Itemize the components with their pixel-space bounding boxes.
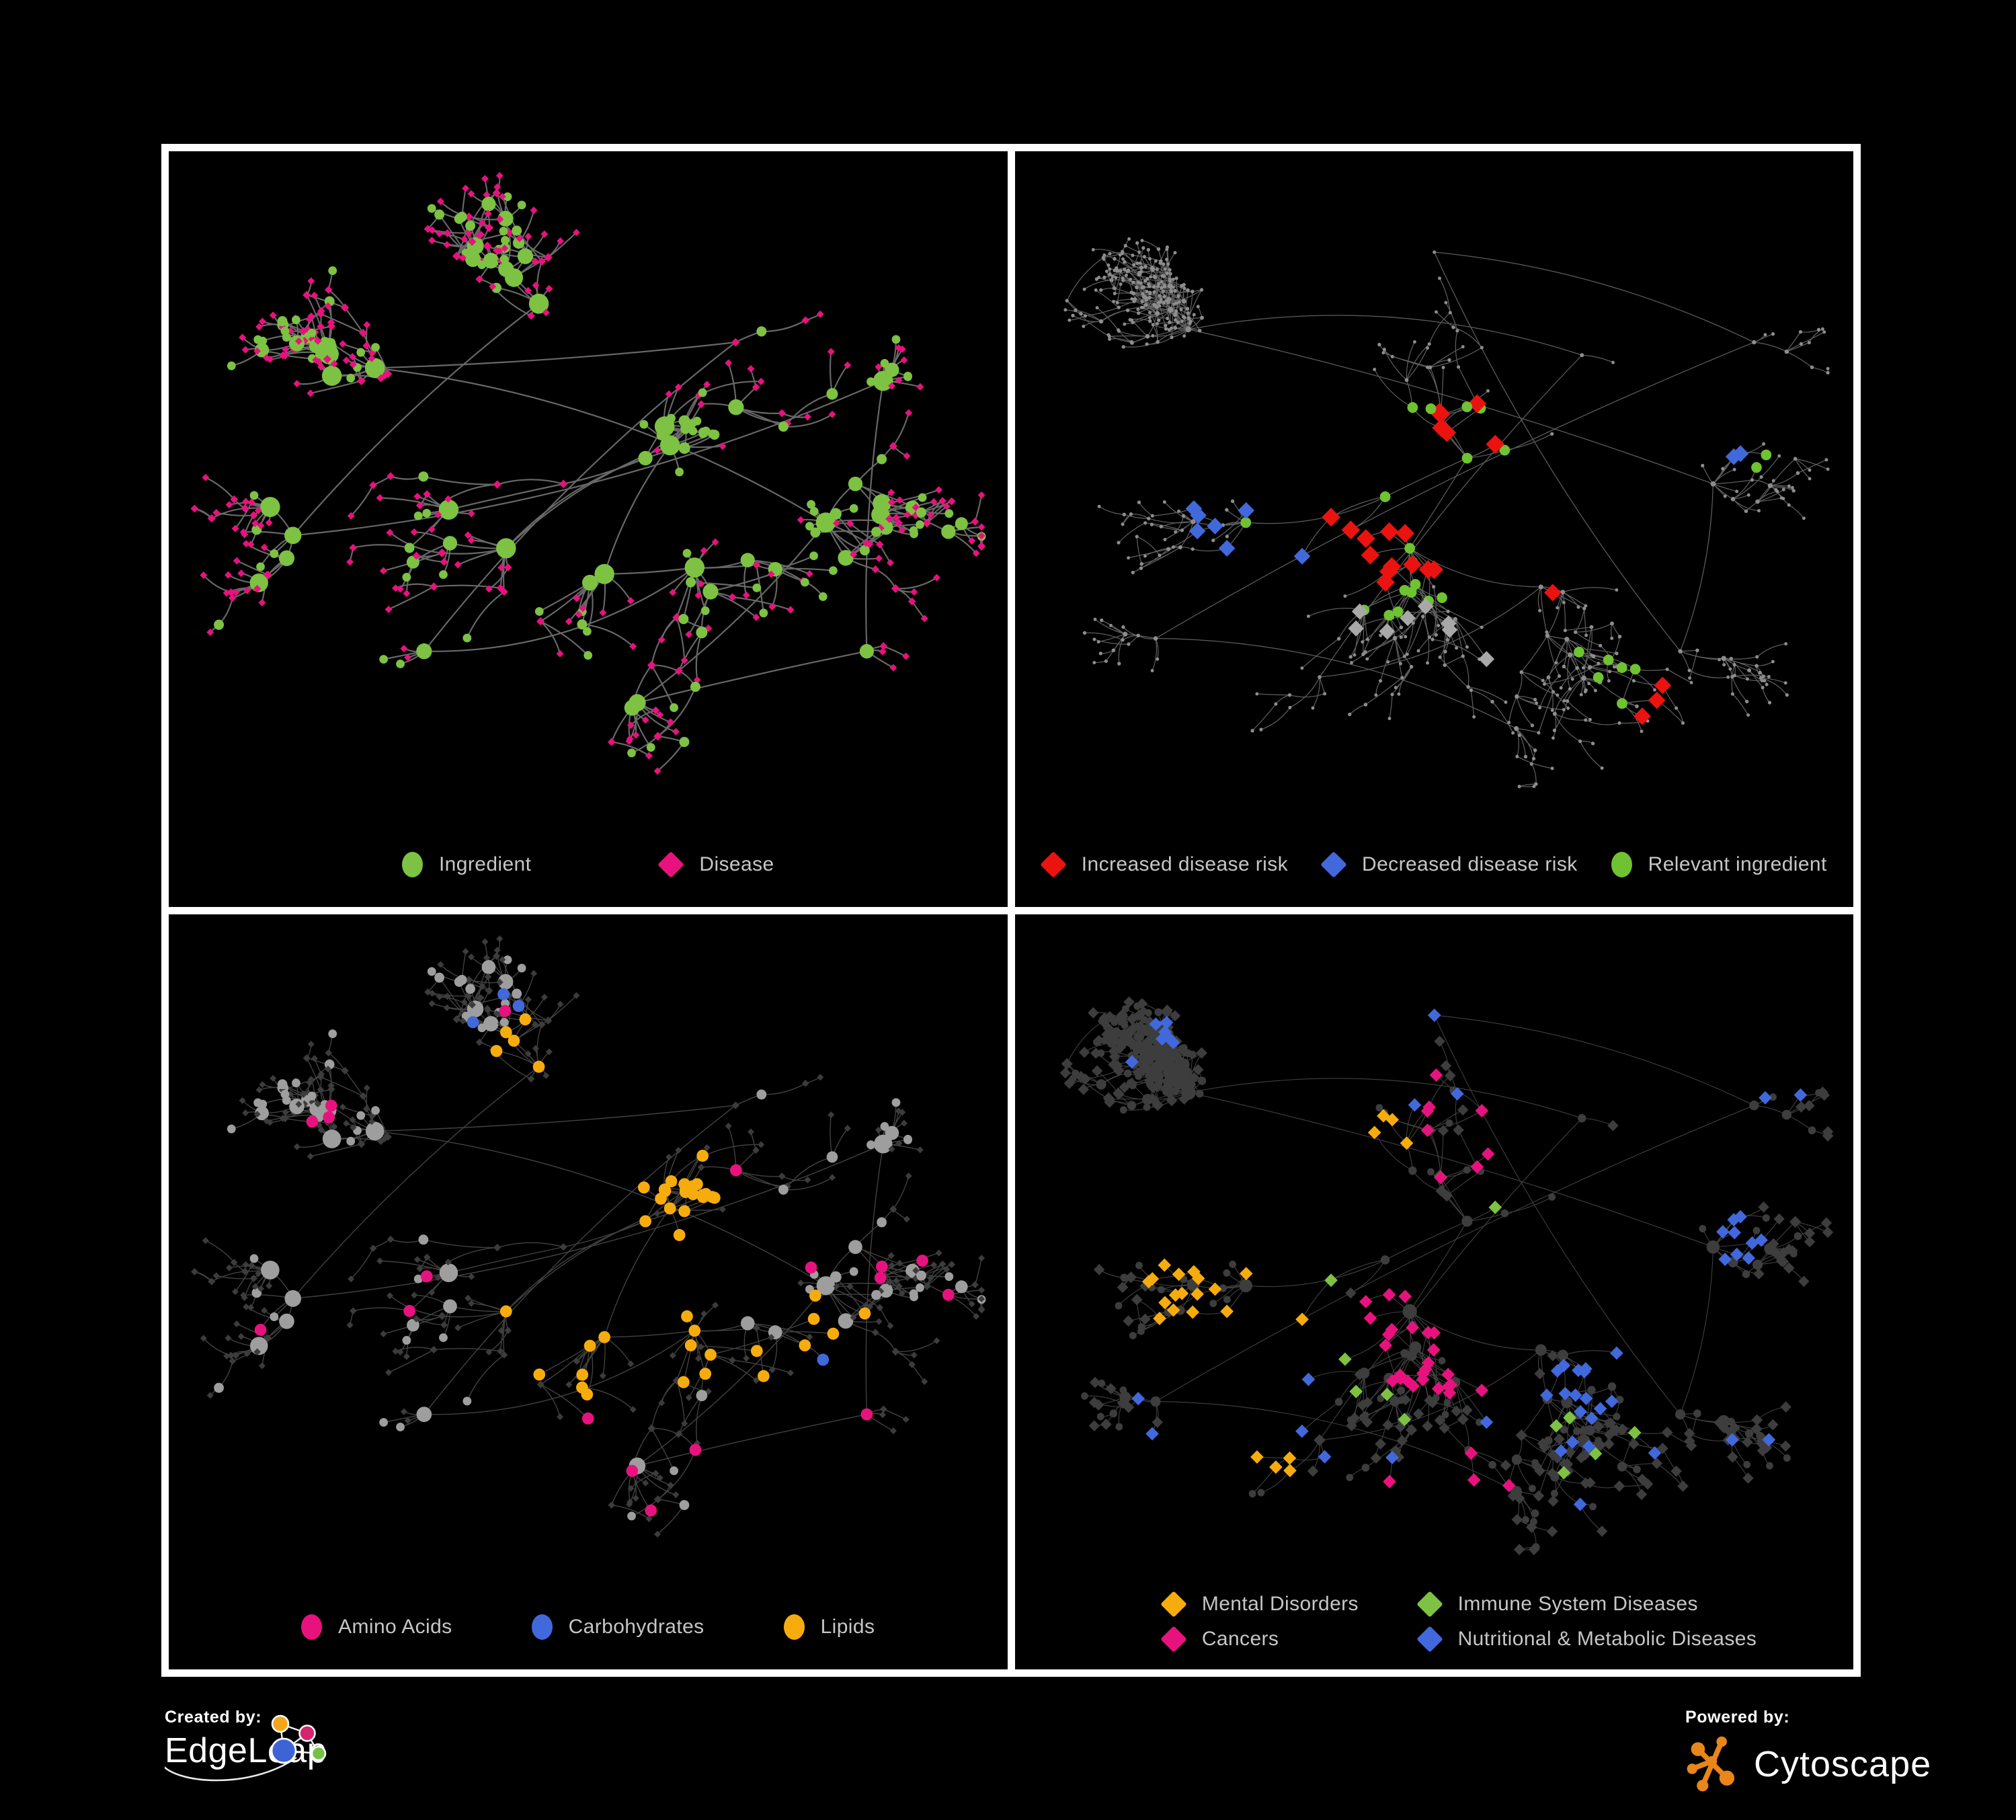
nutritional-metabolic-diseases-swatch-icon xyxy=(1416,1626,1443,1653)
panel-disease-risk: Increased disease risk Decreased disease… xyxy=(1014,151,1854,907)
disease-risk-network xyxy=(1024,162,1845,806)
nutrient-class-network xyxy=(178,925,998,1569)
legend-item-ingredient: Ingredient xyxy=(401,851,532,877)
relevant-ingredient-swatch-icon xyxy=(1611,851,1632,877)
legend-label: Mental Disorders xyxy=(1201,1593,1359,1615)
panel-ingredient-disease: Ingredient Disease xyxy=(169,151,1008,907)
legend-item-carbohydrates: Carbohydrates xyxy=(531,1614,704,1640)
immune-system-diseases-swatch-icon xyxy=(1416,1591,1443,1618)
legend-label: Carbohydrates xyxy=(568,1616,704,1638)
cancers-swatch-icon xyxy=(1160,1626,1187,1653)
legend-label: Nutritional & Metabolic Diseases xyxy=(1457,1628,1757,1650)
mental-disorders-swatch-icon xyxy=(1160,1591,1187,1618)
panel-grid: Ingredient Disease Increased disease ris… xyxy=(161,144,1861,1677)
legend-label: Increased disease risk xyxy=(1081,853,1289,875)
edgeleap-brand-text: EdgeLeap xyxy=(165,1731,327,1770)
created-by-label: Created by: xyxy=(165,1708,262,1727)
legend-item-increased-risk: Increased disease risk xyxy=(1039,850,1289,878)
lipids-swatch-icon xyxy=(783,1614,805,1640)
increased-risk-swatch-icon xyxy=(1039,850,1067,878)
legend-label: Lipids xyxy=(820,1616,875,1638)
legend-ingredient-disease: Ingredient Disease xyxy=(169,850,1008,878)
decreased-risk-swatch-icon xyxy=(1320,850,1347,878)
legend-label: Ingredient xyxy=(438,853,532,875)
edgeleap-logo-icon xyxy=(165,1714,327,1782)
legend-item-immune-system-diseases: Immune System Diseases xyxy=(1416,1591,1698,1618)
panel-nutrient-classes: Amino Acids Carbohydrates Lipids xyxy=(169,914,1008,1669)
legend-item-relevant-ingredient: Relevant ingredient xyxy=(1611,851,1827,877)
created-by-block: Created by: EdgeLeap xyxy=(165,1708,387,1802)
legend-item-lipids: Lipids xyxy=(783,1614,875,1640)
legend-label: Relevant ingredient xyxy=(1648,853,1827,875)
legend-label: Amino Acids xyxy=(338,1616,452,1638)
disease-category-network xyxy=(1024,925,1845,1569)
panel-disease-categories: Mental Disorders Immune System Diseases … xyxy=(1014,914,1854,1669)
legend-item-disease: Disease xyxy=(657,850,774,878)
legend-disease-categories: Mental Disorders Immune System Diseases … xyxy=(1015,1591,1854,1653)
powered-by-label: Powered by: xyxy=(1685,1708,1790,1727)
legend-item-amino-acids: Amino Acids xyxy=(301,1614,452,1640)
legend-disease-risk: Increased disease risk Decreased disease… xyxy=(1015,850,1854,878)
ingredient-disease-network xyxy=(178,162,998,806)
legend-label: Cancers xyxy=(1201,1628,1279,1650)
cytoscape-logo-row: Cytoscape xyxy=(1685,1733,1931,1795)
legend-nutrient-classes: Amino Acids Carbohydrates Lipids xyxy=(169,1614,1008,1640)
cytoscape-brand-text: Cytoscape xyxy=(1754,1744,1932,1784)
amino-acids-swatch-icon xyxy=(301,1614,323,1640)
powered-by-block: Powered by: Cytoscape xyxy=(1685,1708,2008,1795)
disease-swatch-icon xyxy=(657,850,685,878)
legend-label: Immune System Diseases xyxy=(1457,1593,1698,1615)
legend-item-nutritional-metabolic-diseases: Nutritional & Metabolic Diseases xyxy=(1416,1626,1757,1653)
legend-label: Decreased disease risk xyxy=(1362,853,1578,875)
carbohydrates-swatch-icon xyxy=(531,1614,553,1640)
cytoscape-logo-icon xyxy=(1687,1736,1735,1792)
legend-item-decreased-risk: Decreased disease risk xyxy=(1320,850,1578,878)
legend-label: Disease xyxy=(699,853,774,875)
ingredient-swatch-icon xyxy=(401,851,423,877)
legend-item-mental-disorders: Mental Disorders xyxy=(1160,1591,1359,1618)
legend-item-cancers: Cancers xyxy=(1160,1626,1279,1653)
